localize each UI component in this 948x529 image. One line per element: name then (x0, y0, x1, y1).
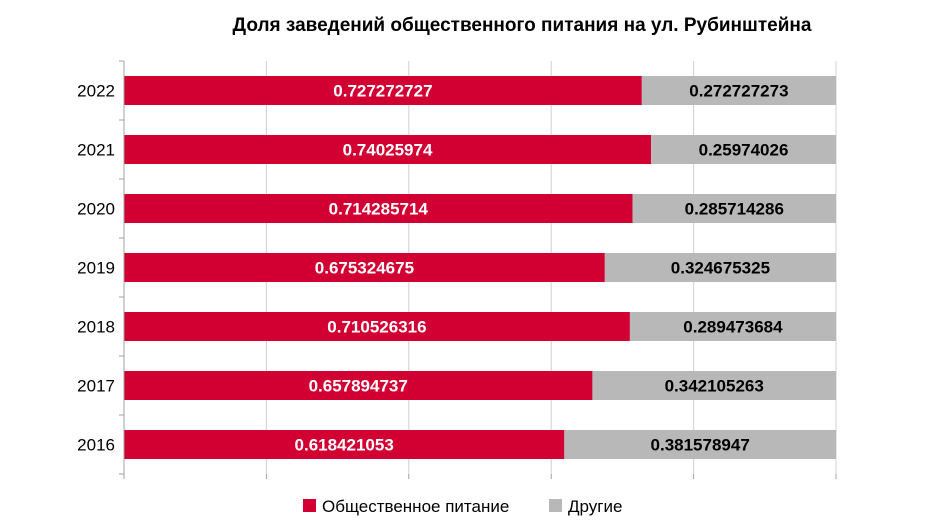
bar-public-catering (124, 135, 652, 164)
data-label: 0.272727273 (689, 82, 788, 101)
bar-other (564, 430, 836, 459)
y-axis: 2022 2021 2020 2019 2018 2017 2016 (77, 60, 125, 479)
bar-public-catering (124, 76, 642, 105)
legend-label-other: Другие (568, 497, 622, 516)
y-tick-label: 2020 (77, 200, 115, 219)
bar-public-catering (124, 312, 630, 341)
bar-public-catering (124, 253, 605, 282)
bar-public-catering (124, 371, 593, 400)
y-tick-label: 2018 (77, 318, 115, 337)
bar-other (651, 135, 836, 164)
data-label: 0.710526316 (327, 318, 426, 337)
data-label: 0.74025974 (343, 141, 433, 160)
data-label: 0.714285714 (329, 200, 429, 219)
bar-public-catering (124, 194, 633, 223)
legend-label-public-catering: Общественное питание (322, 497, 509, 516)
data-label: 0.324675325 (671, 259, 770, 278)
legend-swatch-other (549, 499, 562, 512)
data-label: 0.675324675 (315, 259, 414, 278)
legend: Общественное питание Другие (303, 497, 622, 516)
bar-other (641, 76, 836, 105)
bar-other (632, 194, 836, 223)
data-label: 0.285714286 (685, 200, 784, 219)
data-label: 0.381578947 (651, 436, 750, 455)
data-label: 0.657894737 (309, 377, 408, 396)
data-label: 0.25974026 (699, 141, 789, 160)
y-tick-label: 2021 (77, 141, 115, 160)
legend-swatch-public-catering (303, 499, 316, 512)
bars: 0.727272727 0.272727273 0.74025974 0.259740… (124, 76, 836, 459)
bar-other (592, 371, 836, 400)
chart-title: Доля заведений общественного питания на … (233, 15, 812, 36)
data-label: 0.618421053 (295, 436, 394, 455)
bar-public-catering (124, 430, 565, 459)
bar-other (629, 312, 836, 341)
y-tick-label: 2022 (77, 82, 115, 101)
data-label: 0.727272727 (333, 82, 432, 101)
bar-other (604, 253, 836, 282)
y-tick-label: 2016 (77, 436, 115, 455)
data-label: 0.342105263 (665, 377, 764, 396)
data-label: 0.289473684 (683, 318, 783, 337)
y-tick-label: 2019 (77, 259, 115, 278)
y-tick-label: 2017 (77, 377, 115, 396)
